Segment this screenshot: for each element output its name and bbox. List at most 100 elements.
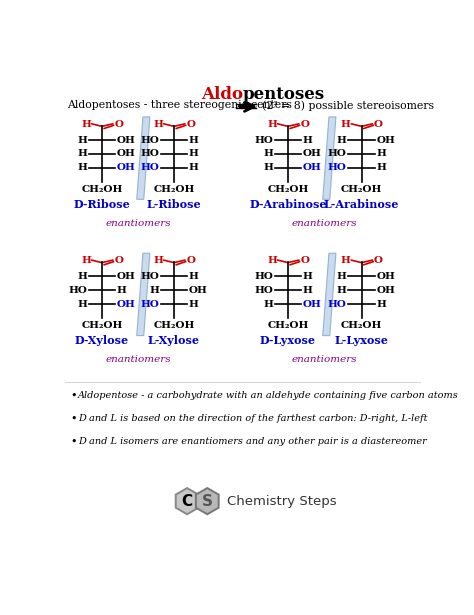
Text: HO: HO — [140, 272, 159, 281]
Text: H: H — [341, 120, 351, 129]
Polygon shape — [196, 488, 219, 514]
Text: H: H — [376, 163, 386, 172]
Text: HO: HO — [140, 135, 159, 145]
Text: enantiomers: enantiomers — [105, 218, 171, 228]
Text: D and L isomers are enantiomers and any other pair is a diastereomer: D and L isomers are enantiomers and any … — [78, 437, 427, 446]
Text: O: O — [114, 256, 123, 265]
Text: HO: HO — [328, 149, 347, 159]
Text: HO: HO — [68, 286, 87, 295]
Text: HO: HO — [328, 300, 347, 309]
Text: H: H — [302, 286, 312, 295]
Text: enantiomers: enantiomers — [292, 355, 357, 364]
Text: Aldo: Aldo — [201, 86, 243, 103]
Text: enantiomers: enantiomers — [105, 355, 171, 364]
Text: OH: OH — [302, 300, 321, 309]
Text: OH: OH — [376, 272, 395, 281]
Text: H: H — [302, 135, 312, 145]
Text: pentoses: pentoses — [243, 86, 325, 103]
Text: HO: HO — [254, 272, 273, 281]
Text: H: H — [189, 149, 199, 159]
Text: H: H — [263, 163, 273, 172]
Text: H: H — [81, 256, 91, 265]
Text: HO: HO — [140, 149, 159, 159]
Text: HO: HO — [254, 135, 273, 145]
Text: H: H — [117, 286, 127, 295]
Text: CH₂OH: CH₂OH — [153, 321, 195, 330]
Text: H: H — [337, 135, 347, 145]
Text: HO: HO — [140, 163, 159, 172]
Text: O: O — [114, 120, 123, 129]
Text: D and L is based on the direction of the farthest carbon: D-right, L-left: D and L is based on the direction of the… — [78, 414, 428, 423]
Text: (2³ = 8) possible stereoisomers: (2³ = 8) possible stereoisomers — [262, 100, 434, 111]
Text: H: H — [263, 300, 273, 309]
Text: CH₂OH: CH₂OH — [341, 321, 382, 330]
Text: D-Arabinose: D-Arabinose — [249, 199, 327, 210]
Text: O: O — [300, 256, 309, 265]
Text: H: H — [153, 256, 163, 265]
Text: O: O — [186, 256, 195, 265]
Text: enantiomers: enantiomers — [292, 218, 357, 228]
Text: H: H — [267, 120, 277, 129]
Text: OH: OH — [376, 135, 395, 145]
Text: S: S — [202, 494, 213, 509]
Text: H: H — [77, 135, 87, 145]
Text: H: H — [149, 286, 159, 295]
Text: CH₂OH: CH₂OH — [153, 184, 195, 194]
Text: H: H — [376, 300, 386, 309]
Text: H: H — [337, 286, 347, 295]
Text: D-Xylose: D-Xylose — [75, 335, 129, 346]
Text: CH₂OH: CH₂OH — [267, 184, 309, 194]
Text: OH: OH — [117, 163, 136, 172]
Polygon shape — [137, 253, 150, 336]
Text: OH: OH — [302, 149, 321, 159]
Text: HO: HO — [254, 286, 273, 295]
Text: OH: OH — [117, 300, 136, 309]
Text: •: • — [70, 391, 77, 401]
Text: H: H — [189, 300, 199, 309]
Text: Aldopentose - a carbohydrate with an aldehyde containing five carbon atoms: Aldopentose - a carbohydrate with an ald… — [78, 391, 459, 400]
Text: OH: OH — [302, 163, 321, 172]
Text: CH₂OH: CH₂OH — [81, 184, 123, 194]
Text: O: O — [186, 120, 195, 129]
Text: L-Arabinose: L-Arabinose — [324, 199, 399, 210]
Text: HO: HO — [140, 300, 159, 309]
Text: H: H — [77, 149, 87, 159]
Text: O: O — [374, 120, 383, 129]
Text: Aldopentoses - three stereogenic centers: Aldopentoses - three stereogenic centers — [67, 100, 292, 110]
Text: Chemistry Steps: Chemistry Steps — [228, 494, 337, 507]
Text: C: C — [182, 494, 193, 509]
Text: H: H — [376, 149, 386, 159]
Polygon shape — [137, 117, 150, 199]
Text: OH: OH — [117, 272, 136, 281]
Text: CH₂OH: CH₂OH — [341, 184, 382, 194]
Text: H: H — [189, 135, 199, 145]
Text: CH₂OH: CH₂OH — [81, 321, 123, 330]
Text: L-Xylose: L-Xylose — [148, 335, 200, 346]
Text: O: O — [300, 120, 309, 129]
Text: L-Ribose: L-Ribose — [146, 199, 201, 210]
Text: H: H — [189, 272, 199, 281]
Text: HO: HO — [328, 163, 347, 172]
Text: H: H — [341, 256, 351, 265]
Polygon shape — [176, 488, 199, 514]
Polygon shape — [323, 253, 336, 336]
Text: OH: OH — [376, 286, 395, 295]
Text: H: H — [77, 163, 87, 172]
Text: H: H — [263, 149, 273, 159]
Text: H: H — [337, 272, 347, 281]
Text: OH: OH — [117, 135, 136, 145]
Text: •: • — [70, 414, 77, 424]
Text: OH: OH — [189, 286, 208, 295]
Text: OH: OH — [117, 149, 136, 159]
Text: H: H — [302, 272, 312, 281]
Text: H: H — [153, 120, 163, 129]
Text: H: H — [189, 163, 199, 172]
Text: O: O — [374, 256, 383, 265]
Polygon shape — [323, 117, 336, 199]
Text: D-Ribose: D-Ribose — [73, 199, 130, 210]
Text: H: H — [77, 272, 87, 281]
Text: H: H — [77, 300, 87, 309]
Text: L-Lyxose: L-Lyxose — [335, 335, 388, 346]
Text: CH₂OH: CH₂OH — [267, 321, 309, 330]
Text: D-Lyxose: D-Lyxose — [260, 335, 316, 346]
